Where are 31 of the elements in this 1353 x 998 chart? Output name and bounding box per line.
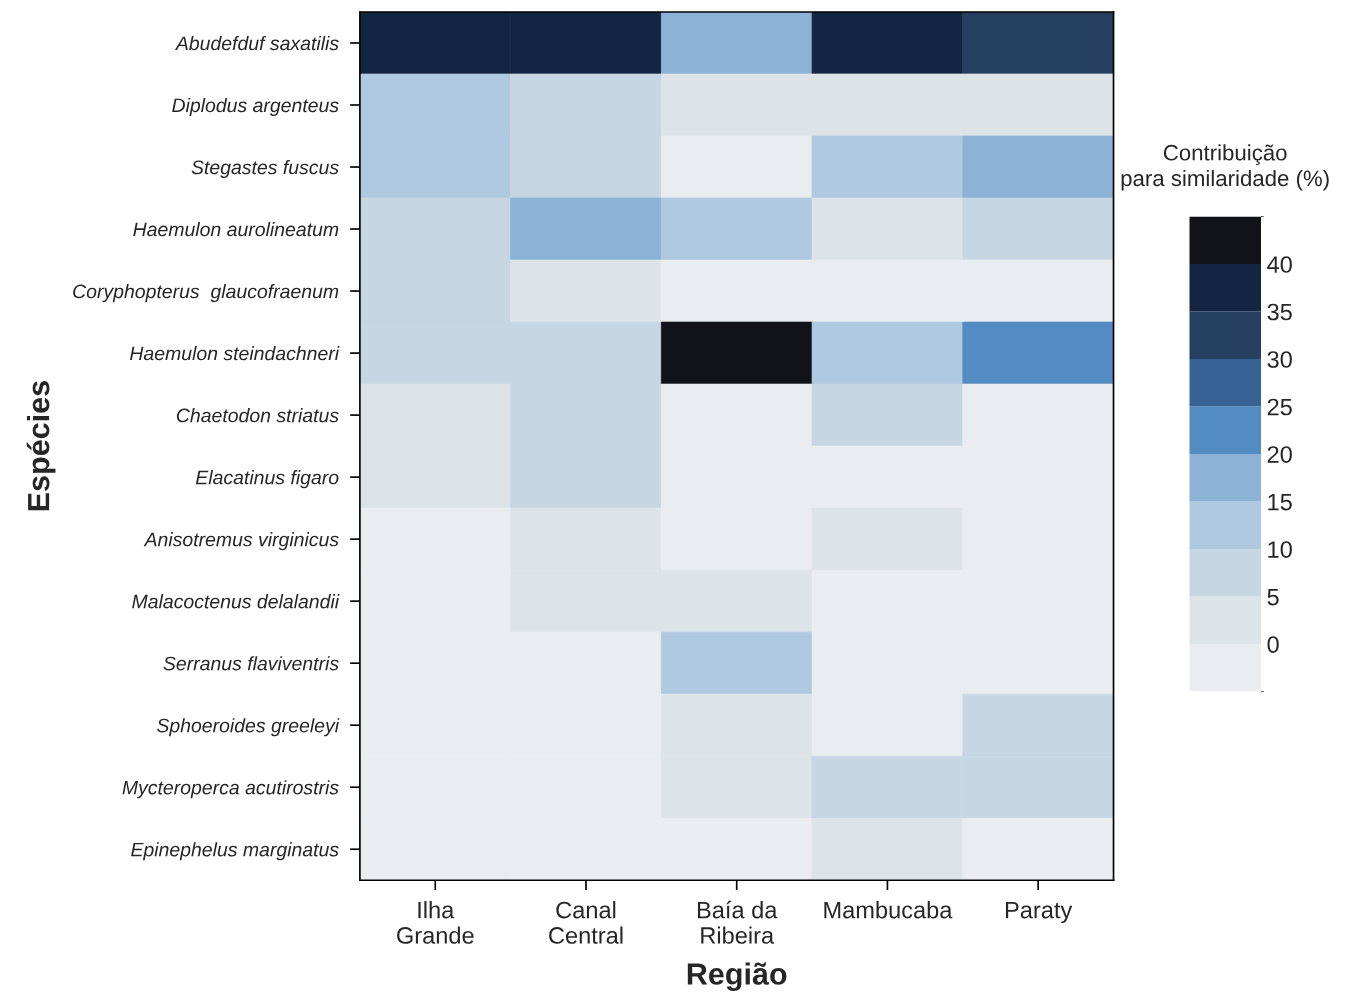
color-bar-title: Contribuição para similaridade (%) [1121,144,1329,191]
color-bar-label: 35 [1267,303,1292,321]
color-bar-label: 40 [1267,256,1292,273]
y-tick-label: Serranus flaviventris [163,656,339,671]
color-bar-label: 30 [1267,351,1292,368]
y-tick-label: Abudefduf saxatilis [174,35,339,51]
color-bar-label: 5 [1267,588,1279,606]
x-axis-title: Região [687,962,787,992]
y-tick-label: Haemulon aurolineatum [133,222,339,237]
color-bar-label: 10 [1268,541,1292,558]
x-tick-label: Mambucaba [824,901,953,919]
x-tick-label: Paraty [1005,901,1073,924]
x-tick-label: Baía da Ribeira [697,900,778,944]
y-tick-label: Chaetodon striatus [176,408,339,423]
y-tick-label: Mycteroperca acutirostris [122,780,339,799]
color-bar-label: 20 [1267,446,1292,463]
x-tick-label: Canal Central [549,901,623,944]
y-tick-label: Coryphopterus glaucofraenum [73,284,339,303]
y-axis-title: Espécies [26,381,56,511]
y-tick-label: Stegastes fuscus [191,159,339,179]
color-bar-label: 25 [1267,398,1292,416]
color-bar-label: 0 [1267,636,1279,653]
x-tick-label: Ilha Grande [397,901,474,944]
color-bar-label: 15 [1268,493,1292,511]
y-tick-label: Haemulon steindachneri [129,346,340,361]
y-tick-label: Sphoeroides greeleyi [156,718,340,737]
y-tick-label: Anisotremus virginicus [143,532,339,551]
y-tick-label: Elacatinus figaro [195,470,339,489]
y-tick-label: Epinephelus marginatus [131,842,339,861]
y-tick-label: Malacoctenus delalandii [132,594,340,609]
y-tick-label: Diplodus argenteus [172,97,339,117]
